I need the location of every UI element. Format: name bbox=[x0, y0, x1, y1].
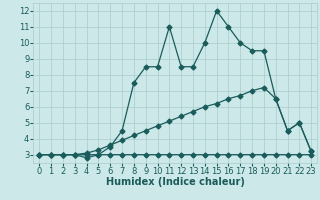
X-axis label: Humidex (Indice chaleur): Humidex (Indice chaleur) bbox=[106, 177, 245, 187]
